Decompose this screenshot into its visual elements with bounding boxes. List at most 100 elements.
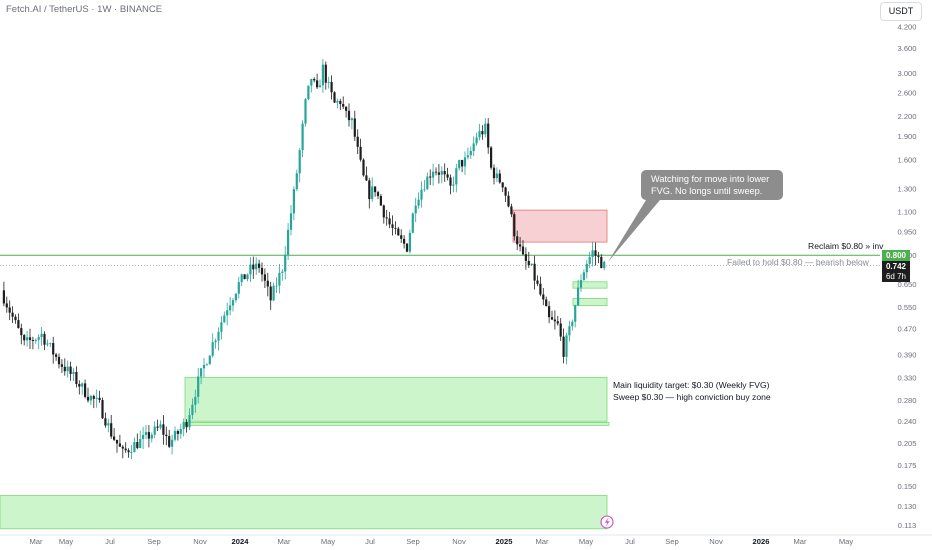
callout-annotation[interactable]: Watching for move into lower FVG. No lon… xyxy=(641,170,783,200)
candle-body xyxy=(437,172,440,175)
candle xyxy=(368,177,371,209)
currency-button[interactable]: USDT xyxy=(880,2,922,21)
candle-body xyxy=(516,236,519,245)
candle xyxy=(139,430,142,449)
candle-body xyxy=(524,254,527,261)
candle-body xyxy=(142,434,145,440)
candle-body xyxy=(475,137,478,144)
candle-body xyxy=(478,131,481,138)
candle xyxy=(324,61,327,90)
countdown-tag: 6d 7h xyxy=(882,272,910,282)
y-tick-label: 2.200 xyxy=(897,112,916,121)
candle-body xyxy=(301,123,304,151)
candle-body xyxy=(130,452,133,453)
candle xyxy=(162,415,165,445)
candle xyxy=(275,277,278,293)
candle-body xyxy=(107,423,110,426)
candle-body xyxy=(408,232,411,252)
candle xyxy=(440,166,443,184)
candle-body xyxy=(307,85,310,100)
candle-body xyxy=(173,431,177,440)
candle-body xyxy=(362,159,365,176)
candle xyxy=(565,332,568,365)
candle xyxy=(234,293,237,303)
candle xyxy=(220,315,223,340)
candle-body xyxy=(63,366,66,372)
candle xyxy=(347,103,351,127)
candle-body xyxy=(371,186,374,200)
candle-body xyxy=(324,64,327,83)
candle-body xyxy=(400,235,403,239)
x-tick-label: Mar xyxy=(793,537,807,546)
candle-body xyxy=(211,342,214,356)
candle-body xyxy=(147,432,150,439)
candle-body xyxy=(8,307,11,313)
candle xyxy=(449,174,452,195)
y-tick-label: 0.550 xyxy=(897,303,916,312)
candle xyxy=(269,281,272,310)
symbol-title: Fetch.AI / TetherUS · 1W · BINANCE xyxy=(6,4,163,15)
candle xyxy=(336,98,339,109)
candle xyxy=(481,125,484,140)
candle-body xyxy=(144,432,148,435)
candle-body xyxy=(501,182,504,188)
candle-body xyxy=(200,368,203,377)
candle-body xyxy=(246,274,249,280)
candle xyxy=(159,420,162,430)
candle xyxy=(298,147,301,183)
x-tick-label: May xyxy=(59,537,74,546)
candle xyxy=(597,251,600,264)
candle xyxy=(411,212,414,234)
event-icon[interactable] xyxy=(600,515,614,529)
fvg-zone-0 xyxy=(512,209,608,243)
candle xyxy=(223,311,226,323)
candle xyxy=(530,263,533,267)
y-tick-label: 0.150 xyxy=(897,482,916,491)
candle xyxy=(66,360,69,378)
candle xyxy=(376,190,380,200)
candle xyxy=(350,117,353,130)
candle-body xyxy=(527,260,530,266)
candle xyxy=(475,132,478,146)
candle-body xyxy=(556,321,559,324)
candle-body xyxy=(539,283,542,295)
candle-body xyxy=(388,218,391,225)
candle xyxy=(345,106,348,118)
candle-body xyxy=(452,184,455,186)
candle-body xyxy=(17,320,20,329)
candle-body xyxy=(594,250,597,256)
candle-body xyxy=(5,303,8,308)
candle-body xyxy=(104,418,107,426)
candle xyxy=(542,288,545,306)
candle-body xyxy=(484,123,487,135)
candle xyxy=(316,73,319,89)
fvg-zone-1 xyxy=(572,281,608,289)
candle-body xyxy=(316,80,319,88)
y-tick-label: 0.113 xyxy=(898,521,916,530)
candle xyxy=(14,314,17,324)
candle xyxy=(95,389,98,408)
y-tick-label: 1.100 xyxy=(897,207,916,216)
candle-body xyxy=(550,317,554,320)
candle-body xyxy=(20,328,23,336)
candle-body xyxy=(289,213,293,230)
candle-body xyxy=(533,263,536,281)
candle-body xyxy=(504,187,507,196)
y-tick-label: 0.240 xyxy=(897,417,916,426)
candle-body xyxy=(565,335,568,357)
x-tick-label: Nov xyxy=(193,537,207,546)
candle xyxy=(136,433,139,450)
candle xyxy=(356,129,359,155)
x-tick-label: May xyxy=(579,537,594,546)
candle-body xyxy=(60,364,63,367)
candle-body xyxy=(220,322,223,332)
y-tick-label: 3.600 xyxy=(897,44,916,53)
candle-body xyxy=(26,337,29,341)
candle xyxy=(394,221,397,235)
x-tick-label: 2025 xyxy=(496,537,514,546)
candle-body xyxy=(11,312,14,317)
candle-body xyxy=(113,436,116,440)
candle xyxy=(72,368,75,381)
